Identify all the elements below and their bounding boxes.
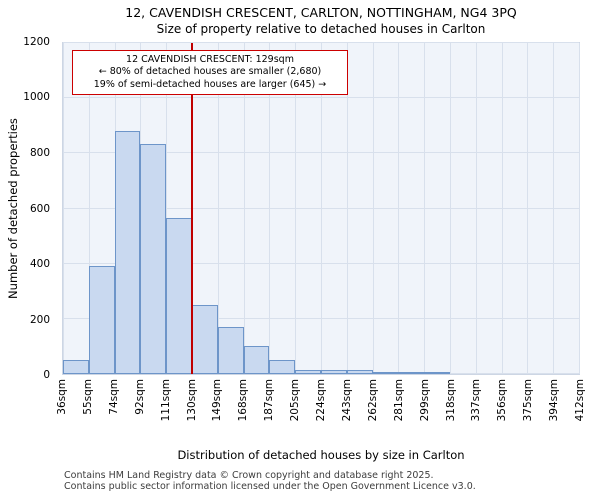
footer-line-2: Contains public sector information licen… (64, 481, 476, 492)
x-tick-label: 412sqm (574, 379, 586, 422)
x-tick-label: 92sqm (133, 379, 146, 415)
histogram-bar (398, 372, 425, 374)
gridline-x (553, 43, 555, 374)
gridline-x (269, 43, 271, 374)
gridline-x (295, 43, 297, 374)
histogram-bar (166, 218, 192, 374)
gridline-x (217, 43, 219, 374)
histogram-bar (295, 369, 321, 374)
histogram-bar (114, 131, 141, 374)
property-marker-line (190, 43, 193, 374)
x-tick-label: 130sqm (185, 379, 198, 422)
histogram-bar (372, 371, 399, 374)
gridline-x (346, 43, 348, 374)
x-tick-label: 149sqm (211, 379, 224, 422)
gridline-x (579, 43, 580, 374)
y-tick-label: 1000 (23, 91, 50, 104)
x-tick-label: 111sqm (159, 379, 172, 422)
histogram-bar (424, 371, 450, 374)
x-tick-label: 281sqm (392, 379, 405, 422)
x-tick-label: 337sqm (470, 379, 483, 422)
annotation-title: 12 CAVENDISH CRESCENT: 129sqm (126, 54, 294, 65)
x-tick-labels: 36sqm 55sqm 74sqm 92sqm 111sqm 130sqm 149sqm 16… (56, 379, 586, 447)
x-tick-label: 205sqm (289, 379, 302, 422)
chart-subtitle: Size of property relative to detached ho… (156, 22, 486, 37)
gridline-x (243, 43, 245, 374)
x-tick-label: 74sqm (107, 379, 120, 415)
plot-area (62, 42, 580, 375)
x-tick-label: 262sqm (366, 379, 379, 422)
histogram-bar (63, 360, 89, 374)
x-tick-label: 356sqm (496, 379, 509, 422)
x-tick-label: 36sqm (56, 379, 68, 415)
gridline-x (450, 43, 451, 374)
annotation-box: 12 CAVENDISH CRESCENT: 129sqm ← 80% of d… (72, 50, 348, 96)
x-tick-label: 243sqm (340, 379, 353, 422)
y-tick-label: 1200 (23, 36, 50, 48)
y-tick-label: 600 (29, 202, 50, 215)
histogram-bar (88, 266, 115, 374)
y-tick-label: 400 (29, 257, 50, 270)
gridline-x (475, 43, 477, 374)
y-tick-label: 800 (29, 146, 50, 159)
x-tick-label: 55sqm (81, 379, 94, 415)
x-tick-label: 375sqm (522, 379, 535, 422)
gridline-x (321, 43, 322, 374)
gridline-x (527, 43, 529, 374)
y-tick-labels: 0 200 400 600 800 1000 1200 (0, 36, 58, 381)
gridline-y (63, 42, 579, 43)
x-axis-label: Distribution of detached houses by size … (177, 448, 465, 462)
chart-header: 12, CAVENDISH CRESCENT, CARLTON, NOTTING… (62, 5, 580, 37)
histogram-bar (217, 327, 244, 374)
histogram-bar (346, 369, 373, 374)
gridline-x (424, 43, 426, 374)
y-tick-label: 0 (43, 369, 50, 381)
histogram-bar (140, 143, 167, 374)
x-tick-label: 394sqm (548, 379, 561, 422)
y-tick-label: 200 (29, 313, 50, 326)
histogram-bar (243, 346, 270, 374)
histogram-bar (321, 369, 347, 374)
gridline-x (88, 43, 90, 374)
x-tick-label: 299sqm (418, 379, 431, 422)
x-tick-label: 187sqm (263, 379, 276, 422)
annotation-larger-stat: 19% of semi-detached houses are larger (… (93, 78, 327, 90)
x-tick-label: 168sqm (237, 379, 250, 422)
x-tick-label: 318sqm (444, 379, 457, 422)
chart-title: 12, CAVENDISH CRESCENT, CARLTON, NOTTING… (125, 5, 517, 20)
x-tick-label: 224sqm (315, 379, 327, 422)
gridline-x (398, 43, 400, 374)
footer-line-1: Contains HM Land Registry data © Crown c… (64, 470, 434, 481)
gridline-x (372, 43, 374, 374)
annotation-smaller-stat: ← 80% of detached houses are smaller (2,… (98, 66, 322, 78)
gridline-x (501, 43, 503, 374)
gridline-x (166, 43, 168, 374)
gridline-x (63, 43, 64, 374)
histogram-bar (192, 305, 218, 374)
histogram-bar (269, 360, 296, 374)
